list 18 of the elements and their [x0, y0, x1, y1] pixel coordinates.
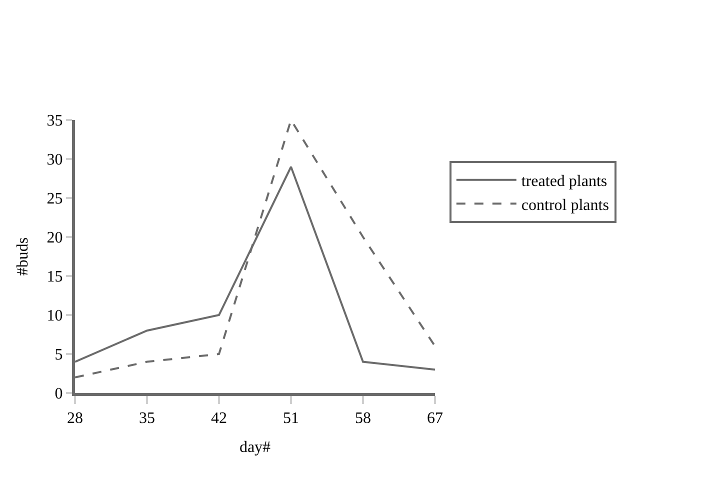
y-tick-label: 35: [46, 112, 63, 130]
legend-label: control plants: [521, 196, 609, 214]
y-tick-label: 25: [46, 190, 63, 208]
x-tick-label: 42: [211, 410, 227, 428]
y-tick-label: 5: [54, 346, 63, 364]
x-tick-label: 28: [67, 410, 83, 428]
y-tick-label: 20: [46, 230, 63, 247]
legend-label: treated plants: [521, 173, 608, 190]
y-tick-label: 15: [46, 268, 63, 286]
y-tick-label: 30: [46, 152, 63, 169]
x-tick-label: 35: [139, 410, 155, 428]
x-tick-label: 67: [427, 410, 443, 428]
y-tick-label: 10: [46, 308, 63, 325]
y-axis-title: #buds: [14, 237, 32, 276]
x-tick-label: 51: [283, 410, 299, 428]
x-tick-label: 58: [355, 410, 371, 428]
x-axis-title: day#: [239, 438, 271, 456]
y-tick-label: 0: [54, 386, 63, 403]
